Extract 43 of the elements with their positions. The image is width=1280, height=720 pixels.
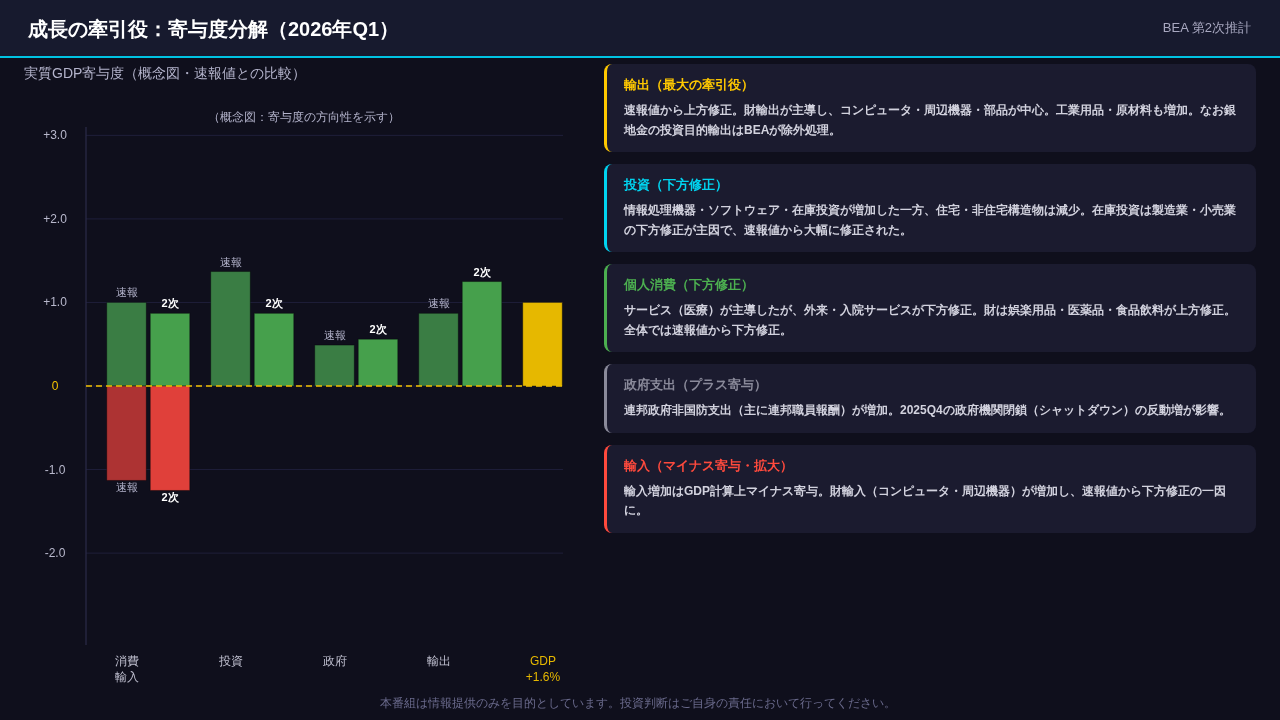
text: 速報 bbox=[219, 255, 242, 268]
series-label: 2次 bbox=[161, 297, 180, 310]
text: （概念図：寄与度の方向性を示す） bbox=[208, 110, 400, 124]
bar bbox=[418, 312, 459, 387]
text: 2次 bbox=[369, 323, 387, 336]
y-tick-label: -2.0 bbox=[44, 546, 66, 561]
text: 2次 bbox=[265, 297, 283, 310]
text: 速報 bbox=[427, 297, 450, 310]
x-tick-label: GDP +1.6% bbox=[525, 654, 561, 684]
x-tick-label: 消費輸入 bbox=[115, 654, 139, 684]
bar bbox=[357, 338, 399, 387]
text: 連邦政府非国防支出（主に連邦職員報酬）が増加。2025Q4の政府機関閉鎖（シャットダウン）の反動増が影響。 bbox=[624, 402, 1232, 419]
series-label: 2次 bbox=[161, 491, 180, 504]
text: 政府支出（プラス寄与） bbox=[624, 376, 768, 394]
x-tick-label: 輸出 bbox=[427, 654, 451, 668]
text: 速報値から上方修正。財輸出が主導し、コンピュータ・周辺機器・部品が中心。工業用品・原材料も増加。なお銀地金の投資目的輸出はBEAが除外処理。 bbox=[624, 102, 1236, 139]
y-tick-label: +3.0 bbox=[43, 128, 68, 143]
series-label: 速報 bbox=[115, 286, 138, 299]
text: 投資（下方修正） bbox=[624, 176, 729, 194]
text: 個人消費（下方修正） bbox=[624, 276, 755, 294]
x-tick-label: 投資 bbox=[218, 654, 243, 668]
chart-subtitle: 実質GDP寄与度（概念図・速報値との比較） bbox=[24, 65, 307, 81]
text: 情報処理機器・ソフトウェア・在庫投資が増加した一方、住宅・非住宅構造物は減少。在庫投資は製造業・小売業の下方修正が主因で、速報値から大幅に修正された。 bbox=[624, 202, 1236, 239]
bar bbox=[522, 301, 563, 387]
y-tick-label: 0 bbox=[51, 379, 59, 393]
text: 本番組は情報提供のみを目的としています。投資判断はご自身の責任において行ってください。 bbox=[380, 696, 896, 710]
text: 速報 bbox=[323, 329, 346, 342]
text: 輸入（マイナス寄与・拡大） bbox=[624, 456, 794, 475]
text: サービス（医療）が主導したが、外来・入院サービスが下方修正。財は娯楽用品・医薬品・食品飲料が上方修正。全体では速報値から下方修正。 bbox=[624, 302, 1236, 339]
text: 輸入増加はGDP計算上マイナス寄与。財輸入（コンピュータ・周辺機器）が増加し、速報値から下方修正の一因に。 bbox=[624, 482, 1227, 519]
y-tick-label: -1.0 bbox=[44, 462, 66, 477]
text: BEA 第2次推計 bbox=[1162, 19, 1251, 35]
text: 2次 bbox=[473, 265, 491, 278]
text: 輸出（最大の牽引役） bbox=[624, 76, 755, 94]
bar bbox=[253, 312, 295, 387]
x-tick-label: 政府 bbox=[323, 654, 347, 668]
bar bbox=[210, 271, 251, 387]
series-label: 速報 bbox=[115, 481, 138, 494]
y-tick-label: +1.0 bbox=[43, 295, 68, 310]
chart-title: 成長の牽引役：寄与度分解（2026年Q1） bbox=[27, 18, 400, 40]
bar bbox=[314, 344, 355, 387]
bar bbox=[461, 281, 503, 387]
y-tick-label: +2.0 bbox=[43, 211, 68, 226]
